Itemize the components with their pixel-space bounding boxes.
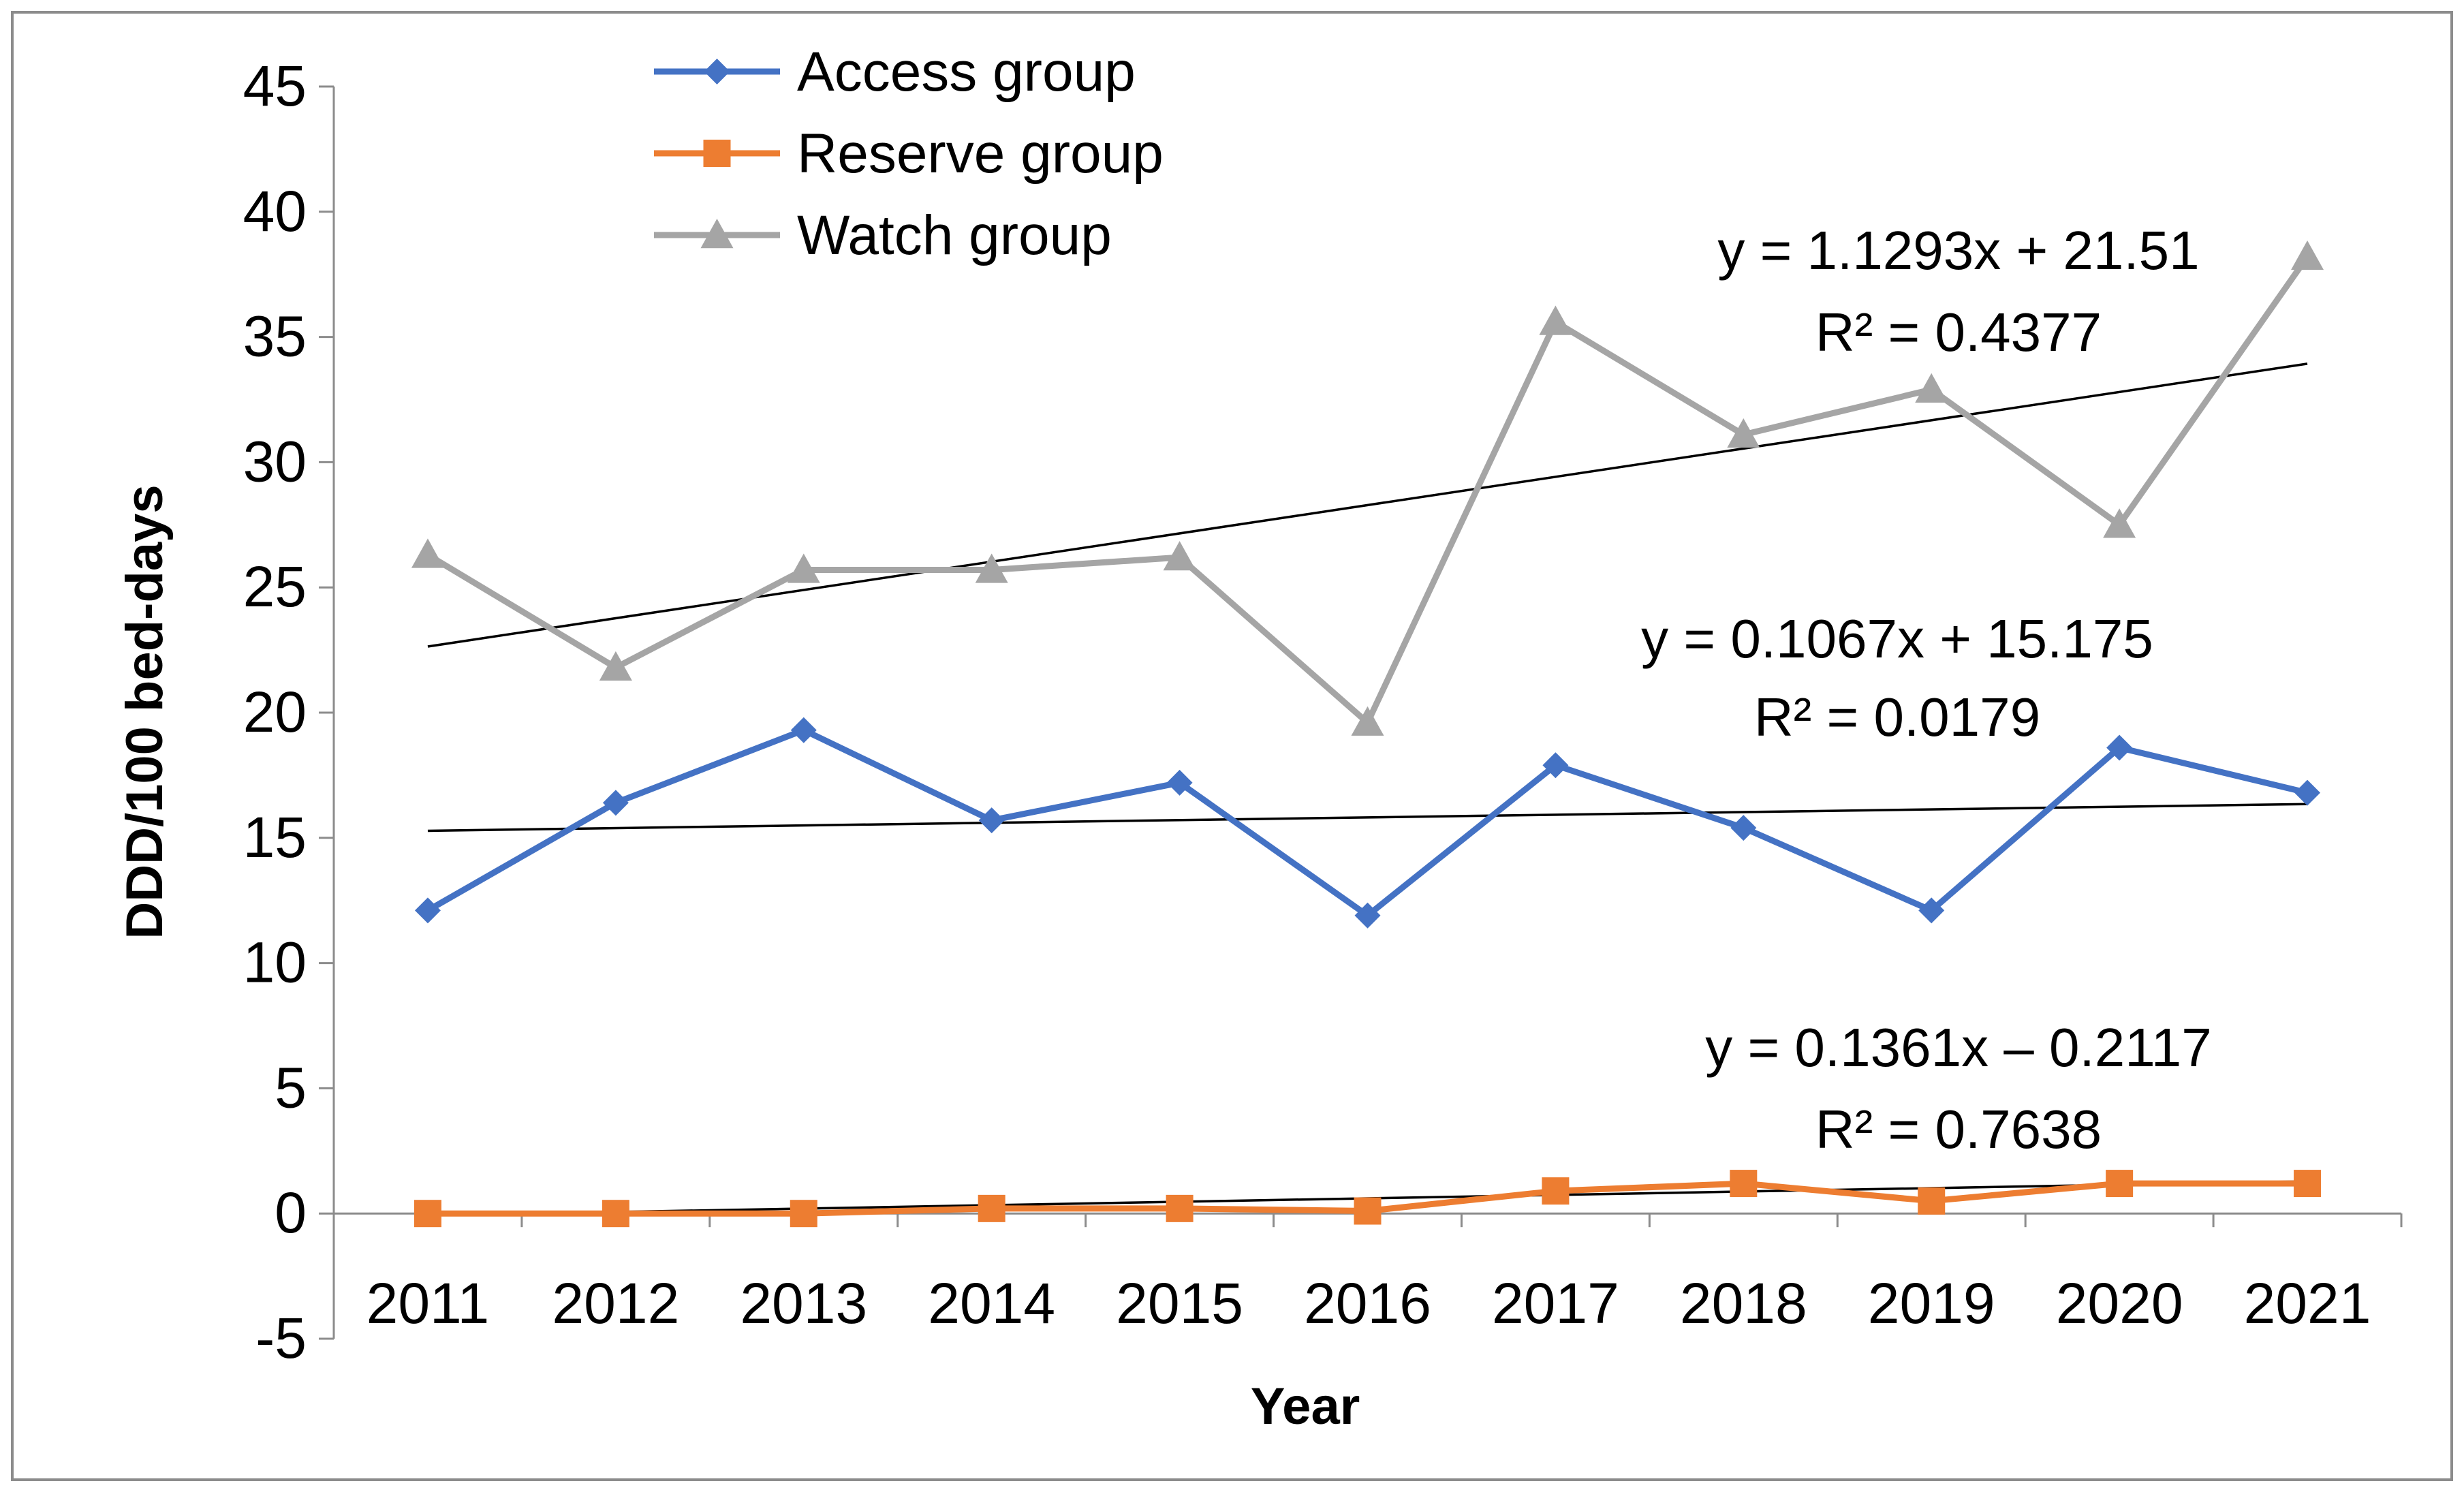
data-point-watch-group: [975, 553, 1008, 583]
data-point-watch-group: [2291, 240, 2324, 270]
data-point-watch-group: [1351, 706, 1384, 736]
data-point-access-group: [978, 807, 1005, 834]
x-tick-label: 2021: [2244, 1271, 2371, 1335]
data-point-reserve-group: [1918, 1187, 1946, 1215]
x-tick-label: 2012: [552, 1271, 679, 1335]
data-point-reserve-group: [414, 1200, 441, 1228]
data-point-access-group: [1354, 902, 1381, 929]
x-tick-label: 2015: [1116, 1271, 1243, 1335]
data-point-watch-group: [1727, 418, 1760, 448]
legend-label-access-group: Access group: [797, 41, 1136, 103]
data-point-access-group: [790, 717, 817, 743]
y-tick-label: 20: [243, 680, 307, 744]
x-tick-label: 2020: [2056, 1271, 2183, 1335]
y-tick-label: 15: [243, 805, 307, 869]
x-tick-label: 2018: [1680, 1271, 1807, 1335]
data-markers: [411, 240, 2324, 1228]
data-point-watch-group: [411, 538, 444, 568]
y-tick-label: 30: [243, 429, 307, 493]
data-point-access-group: [1166, 769, 1193, 796]
legend-marker-watch-group: [700, 219, 734, 249]
y-tick-label: 35: [243, 305, 307, 369]
data-point-access-group: [2294, 779, 2321, 806]
y-tick-label: 25: [243, 555, 307, 619]
x-tick-label: 2017: [1492, 1271, 1619, 1335]
trendline-equation-access-group: y = 0.1067x + 15.175: [1641, 608, 2153, 669]
trendline-r2-watch-group: R² = 0.4377: [1815, 302, 2102, 362]
legend-marker-access-group: [704, 59, 730, 84]
trendline-r2-reserve-group: R² = 0.7638: [1815, 1099, 2102, 1160]
labels: -5 0 5 10 15 20 25 30 35 40 45 2011 2012 2013 2014 2015…: [116, 54, 2371, 1435]
data-point-watch-group: [787, 553, 820, 583]
y-tick-label: 40: [243, 179, 307, 243]
data-point-reserve-group: [1354, 1197, 1382, 1225]
data-point-watch-group: [1915, 373, 1948, 403]
data-point-access-group: [2106, 734, 2133, 761]
x-axis-title: Year: [1251, 1378, 1360, 1435]
data-point-watch-group: [1163, 541, 1196, 571]
x-tick-label: 2019: [1868, 1271, 1995, 1335]
data-point-reserve-group: [602, 1200, 629, 1228]
data-point-reserve-group: [1166, 1194, 1194, 1222]
legend: Access group Reserve group Watch group: [654, 41, 1164, 266]
x-tick-label: 2014: [928, 1271, 1055, 1335]
data-point-reserve-group: [1542, 1177, 1570, 1205]
y-tick-label: -5: [255, 1306, 307, 1370]
data-point-reserve-group: [1730, 1170, 1758, 1198]
data-point-watch-group: [599, 651, 632, 681]
x-tick-label: 2011: [367, 1271, 490, 1335]
data-point-access-group: [602, 790, 629, 816]
trendline-equation-watch-group: y = 1.1293x + 21.51: [1717, 220, 2199, 281]
trendline-equation-reserve-group: y = 0.1361x – 0.2117: [1705, 1017, 2212, 1078]
x-tick-label: 2013: [740, 1271, 867, 1335]
legend-label-reserve-group: Reserve group: [797, 123, 1164, 185]
data-point-access-group: [1542, 752, 1569, 779]
y-tick-label: 45: [243, 54, 307, 118]
x-tick-label: 2016: [1304, 1271, 1431, 1335]
data-point-reserve-group: [2294, 1170, 2322, 1198]
data-point-watch-group: [1539, 305, 1572, 335]
trendline-r2-access-group: R² = 0.0179: [1754, 687, 2040, 747]
y-tick-label: 0: [275, 1181, 307, 1245]
y-tick-label: 10: [243, 931, 307, 995]
data-point-reserve-group: [978, 1194, 1005, 1222]
data-point-access-group: [1918, 897, 1945, 924]
data-point-reserve-group: [2106, 1170, 2134, 1198]
data-point-watch-group: [2103, 508, 2136, 538]
data-point-access-group: [1730, 815, 1757, 841]
y-axis-title: DDD/100 bed-days: [116, 484, 174, 939]
legend-marker-reserve-group: [703, 140, 731, 167]
data-point-reserve-group: [790, 1200, 817, 1228]
data-point-access-group: [414, 897, 441, 924]
y-tick-label: 5: [275, 1055, 307, 1119]
legend-label-watch-group: Watch group: [797, 204, 1112, 266]
trendline-access-group: [427, 803, 2308, 833]
chart-border: [11, 11, 2453, 1481]
